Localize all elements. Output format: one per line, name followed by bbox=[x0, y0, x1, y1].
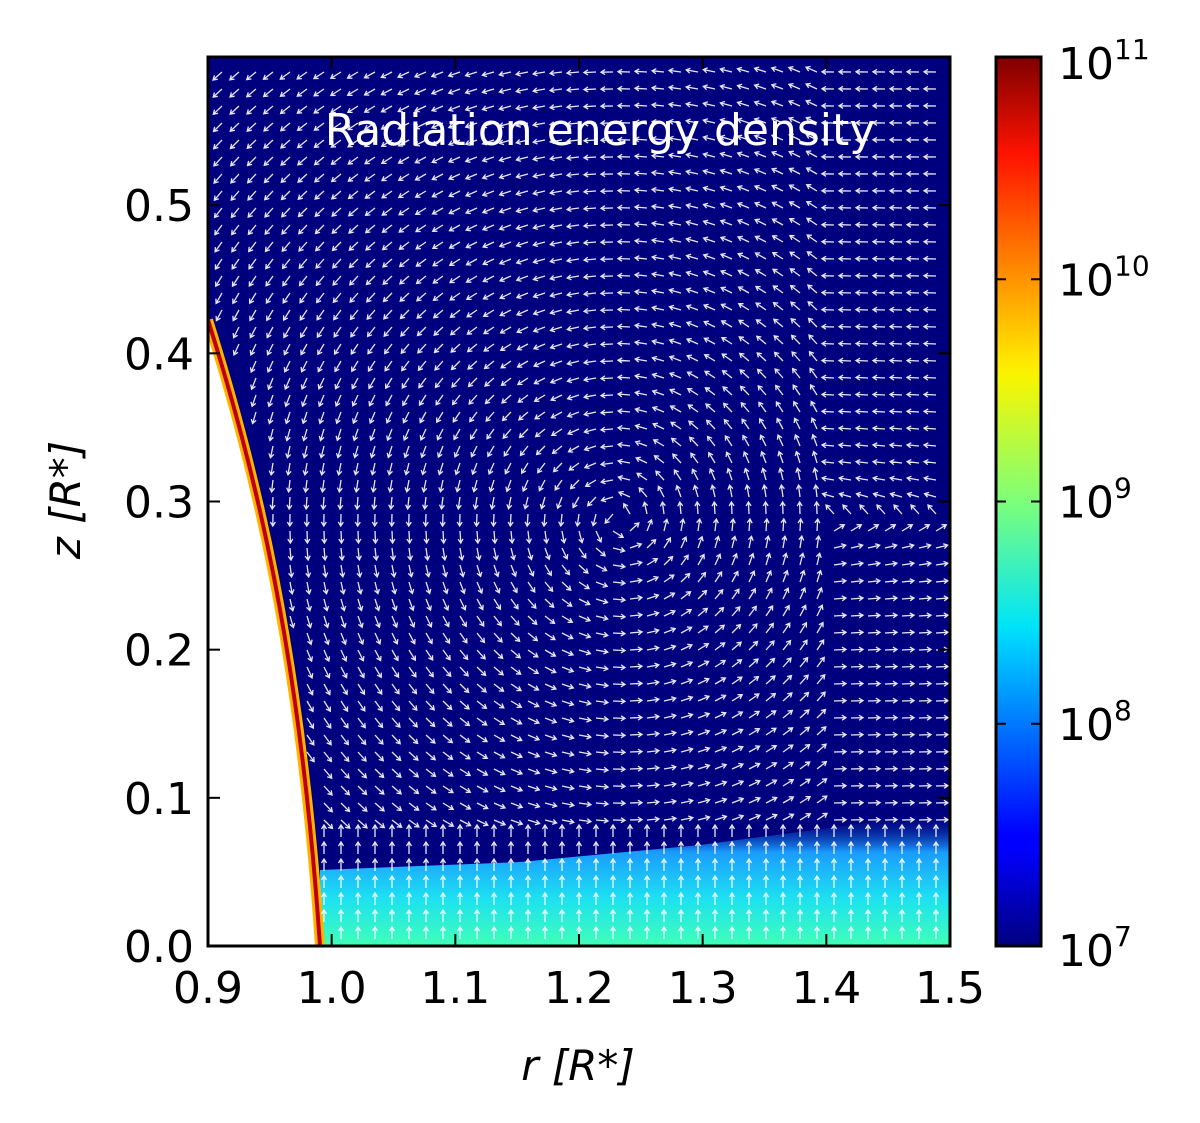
y-tick-label: 0.1 bbox=[124, 774, 194, 825]
x-tick-label: 1.5 bbox=[915, 963, 985, 1014]
colorbar-tick-base: 10 bbox=[1058, 478, 1114, 529]
plot-title: Radiation energy density bbox=[325, 105, 876, 156]
colorbar-tick-base: 10 bbox=[1058, 255, 1114, 306]
x-tick-label: 1.1 bbox=[420, 963, 490, 1014]
colorbar-tick-base: 10 bbox=[1058, 700, 1114, 751]
colorbar-tick-label: 1011 bbox=[1058, 33, 1150, 90]
x-tick-label: 1.4 bbox=[791, 963, 861, 1014]
y-tick-label: 0.5 bbox=[124, 181, 194, 232]
x-tick-label: 1.0 bbox=[297, 963, 367, 1014]
y-tick-label: 0.2 bbox=[124, 626, 194, 677]
vector-arrows bbox=[212, 65, 950, 939]
x-tick-label: 1.3 bbox=[668, 963, 738, 1014]
colorbar-tick-label: 1010 bbox=[1058, 249, 1150, 306]
x-tick-label: 0.9 bbox=[173, 963, 243, 1014]
colorbar-tick-label: 108 bbox=[1058, 694, 1132, 751]
colorbar-tick-exponent: 11 bbox=[1114, 33, 1150, 66]
colorbar-tick-label: 109 bbox=[1058, 472, 1132, 529]
y-tick-label: 0.3 bbox=[124, 478, 194, 529]
x-axis-ticks: 0.9 1.0 1.1 1.2 1.3 1.4 1.5 bbox=[173, 57, 985, 1014]
y-axis-label: z [R*] bbox=[41, 441, 90, 560]
colorbar-tick-exponent: 10 bbox=[1114, 249, 1150, 282]
colorbar-tick-exponent: 7 bbox=[1114, 920, 1132, 953]
colorbar-tick-label: 107 bbox=[1058, 920, 1132, 977]
colorbar-tick-base: 10 bbox=[1058, 926, 1114, 977]
y-axis-ticks: 0.0 0.1 0.2 0.3 0.4 0.5 bbox=[124, 181, 950, 973]
y-tick-label: 0.0 bbox=[124, 922, 194, 973]
colorbar-tick-exponent: 8 bbox=[1114, 694, 1132, 727]
x-tick-label: 1.2 bbox=[544, 963, 614, 1014]
x-axis-label: r [R*] bbox=[521, 1041, 635, 1090]
stellar-interior-region bbox=[208, 320, 318, 946]
y-tick-label: 0.4 bbox=[124, 329, 194, 380]
vector-field bbox=[212, 65, 950, 939]
colorbar-tick-exponent: 9 bbox=[1114, 472, 1132, 505]
colorbar-tick-base: 10 bbox=[1058, 39, 1114, 90]
stellar-surface-edge bbox=[208, 319, 322, 946]
